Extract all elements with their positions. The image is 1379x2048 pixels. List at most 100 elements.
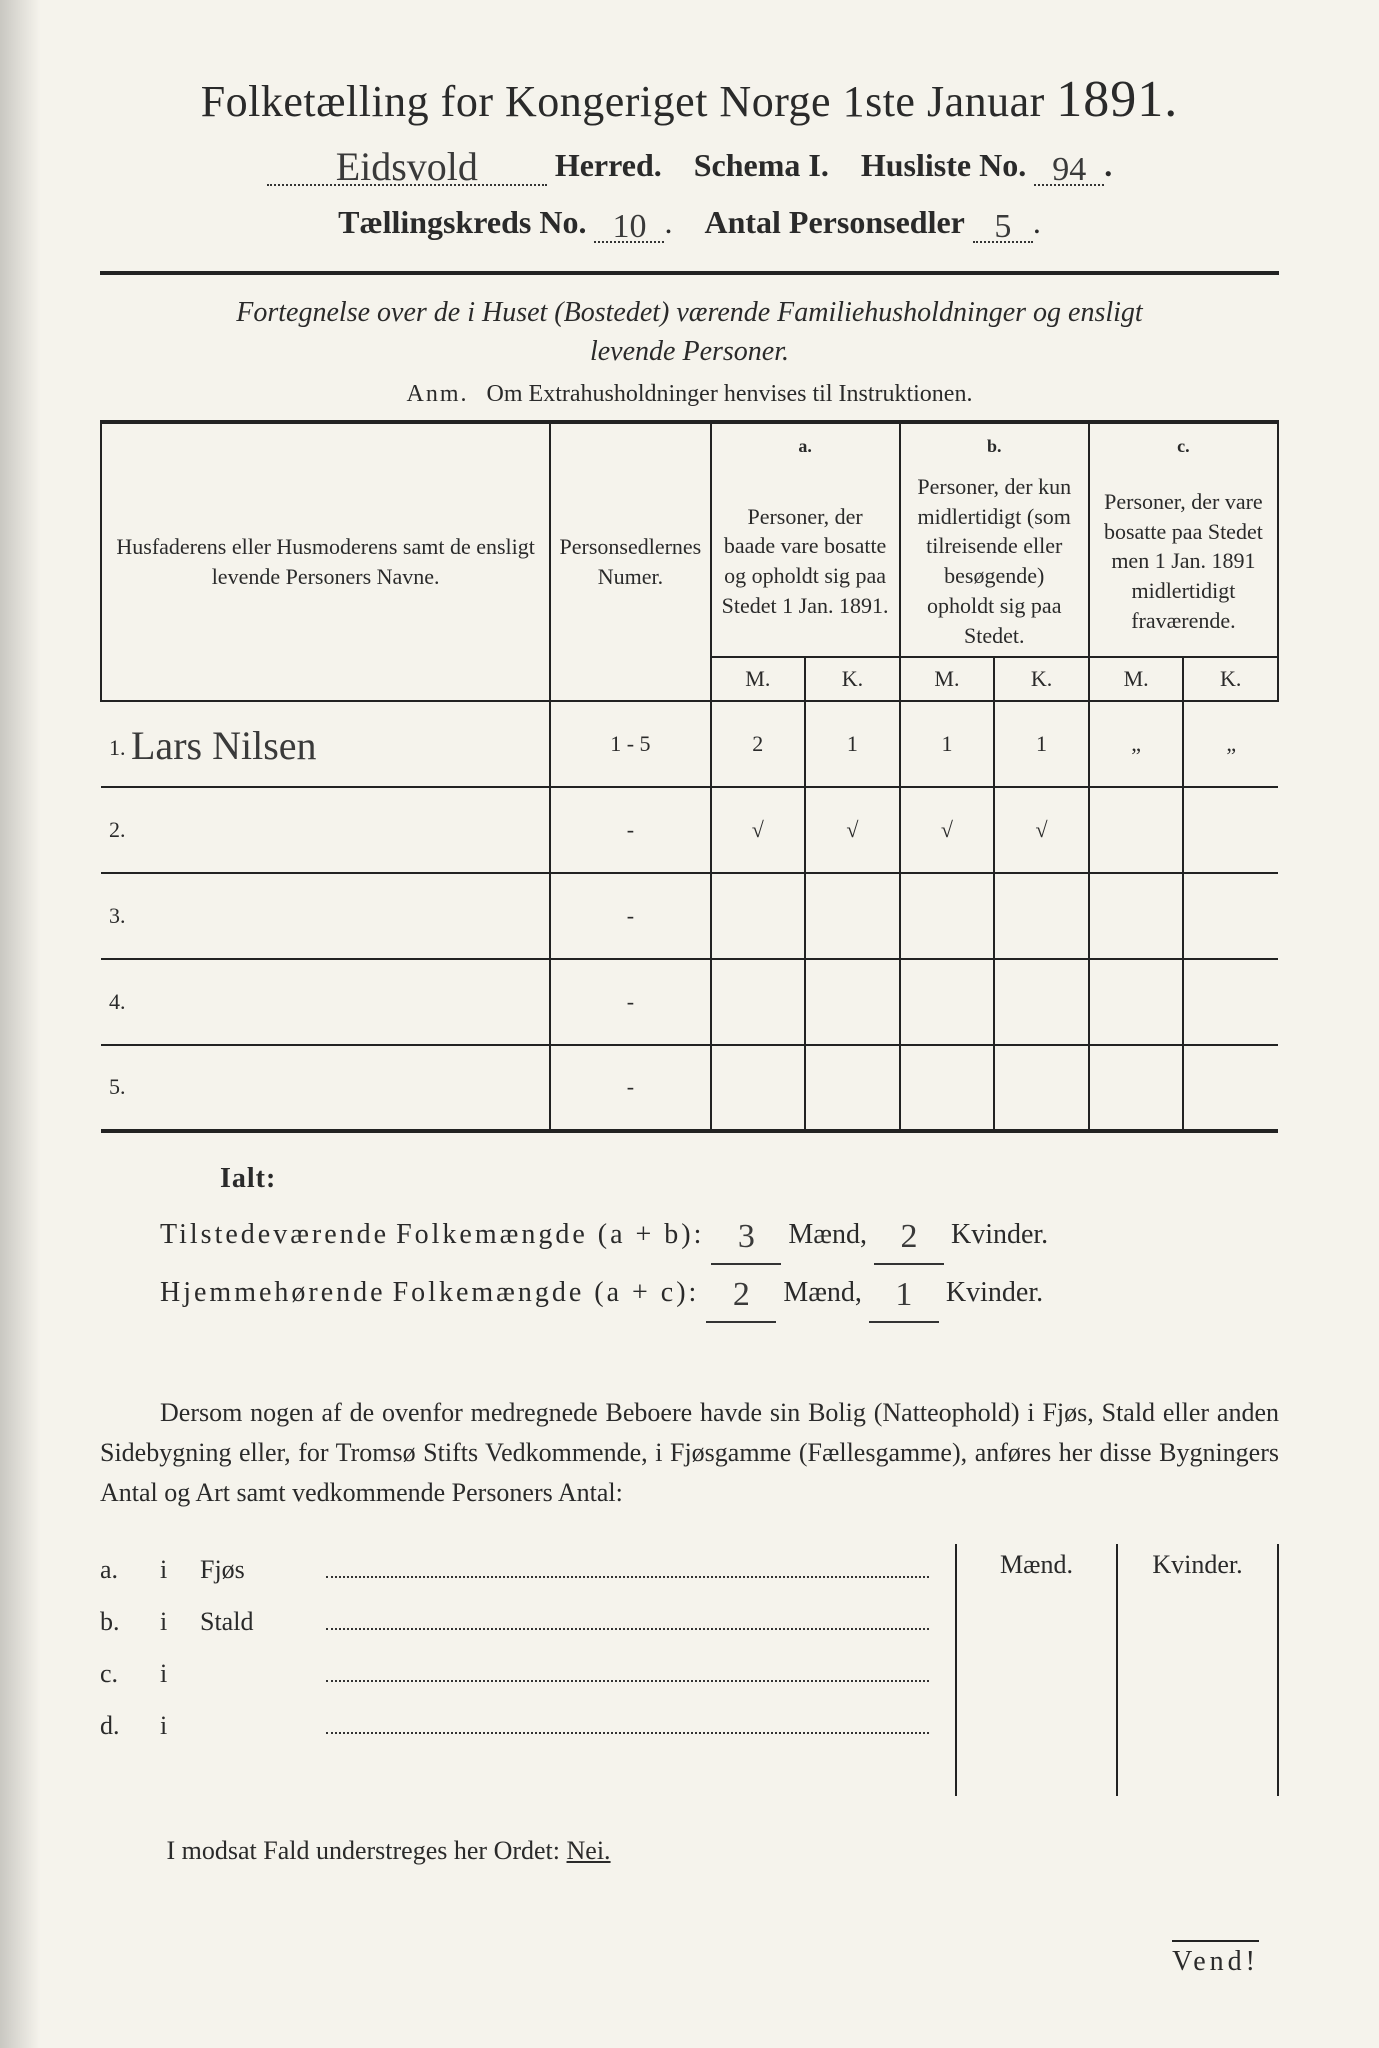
outbuild-list: a.iFjøsb.iStaldc.id.i: [100, 1544, 955, 1796]
ob-dots: [326, 1654, 929, 1682]
antal-no: 5: [994, 213, 1011, 240]
cell-num: -: [550, 1045, 710, 1131]
schema-label: Schema I.: [694, 147, 829, 183]
sum2-m-field: 2: [706, 1265, 776, 1323]
row-name-cell: 2.: [101, 787, 550, 873]
outbuild-row: a.iFjøs: [100, 1544, 935, 1596]
household-table: Husfaderens eller Husmoderens samt de en…: [100, 420, 1279, 1133]
nei-line: I modsat Fald understreges her Ordet: Ne…: [100, 1836, 1279, 1866]
subtitle: Fortegnelse over de i Huset (Bostedet) v…: [200, 293, 1180, 371]
cell-cM: [1089, 959, 1184, 1045]
cell-cK: [1183, 787, 1278, 873]
th-c-text: Personer, der vare bosatte paa Stedet me…: [1089, 466, 1278, 657]
ob-i: i: [160, 1544, 200, 1596]
herred-field: Eidsvold: [267, 147, 547, 186]
mk-kvinder: Kvinder.: [1116, 1544, 1277, 1586]
cell-num: -: [550, 873, 710, 959]
antal-label: Antal Personsedler: [704, 204, 964, 240]
cell-bK: 1: [994, 701, 1089, 787]
husliste-label: Husliste No.: [861, 147, 1026, 183]
sum1-k-field: 2: [874, 1207, 944, 1265]
herred-handwritten: Eidsvold: [336, 151, 478, 183]
cell-bM: √: [900, 787, 995, 873]
th-numer-text: Personsedlernes Numer.: [560, 534, 702, 589]
form-header: Folketælling for Kongeriget Norge 1ste J…: [100, 70, 1279, 243]
th-c-m: M.: [1089, 657, 1184, 701]
th-c-label: c.: [1089, 422, 1278, 466]
ob-letter: b.: [100, 1596, 160, 1648]
cell-num: 1 - 5: [550, 701, 710, 787]
mk-col-m: [957, 1586, 1116, 1796]
th-names-text: Husfaderens eller Husmoderens samt de en…: [116, 534, 535, 589]
census-form-page: Folketælling for Kongeriget Norge 1ste J…: [0, 0, 1379, 2048]
cell-aM: 2: [711, 701, 806, 787]
antal-no-field: 5: [973, 204, 1033, 243]
th-c-k: K.: [1183, 657, 1278, 701]
ob-letter: c.: [100, 1648, 160, 1700]
vend-label: Vend!: [1172, 1940, 1259, 1978]
cell-bK: √: [994, 787, 1089, 873]
nei-pre: I modsat Fald understreges her Ordet:: [167, 1836, 561, 1865]
header-line-2: Eidsvold Herred. Schema I. Husliste No. …: [100, 147, 1279, 186]
outbuild-row: d.i: [100, 1700, 935, 1752]
row-number: 5.: [109, 1074, 131, 1099]
mk-head: Mænd. Kvinder.: [957, 1544, 1277, 1586]
nei-word: Nei.: [567, 1836, 611, 1865]
cell-aK: [805, 1045, 900, 1131]
outbuild-row: b.iStald: [100, 1596, 935, 1648]
cell-bM: [900, 1045, 995, 1131]
sum1-m: 3: [738, 1223, 755, 1250]
title-line: Folketælling for Kongeriget Norge 1ste J…: [100, 70, 1279, 129]
householder-name: Lars Nilsen: [131, 730, 317, 762]
sum-line-present: Tilstedeværende Folkemængde (a + b): 3 M…: [160, 1207, 1279, 1265]
th-a-text: Personer, der baade vare bosatte og opho…: [711, 466, 900, 657]
th-b-k: K.: [994, 657, 1089, 701]
anm-text: Om Extrahusholdninger henvises til Instr…: [487, 381, 973, 407]
husliste-no: 94: [1052, 156, 1086, 183]
header-line-3: Tællingskreds No. 10 . Antal Personsedle…: [100, 204, 1279, 243]
ob-dots: [326, 1706, 929, 1734]
maend-label-2: Mænd,: [783, 1277, 862, 1308]
th-a-m: M.: [711, 657, 806, 701]
row-name-cell: 3.: [101, 873, 550, 959]
ob-i: i: [160, 1596, 200, 1648]
mk-maend: Mænd.: [957, 1544, 1116, 1586]
ob-letter: d.: [100, 1700, 160, 1752]
th-c-abc: c.: [1177, 436, 1190, 456]
row-name-cell: 4.: [101, 959, 550, 1045]
cell-num: -: [550, 787, 710, 873]
cell-cM: [1089, 873, 1184, 959]
cell-bK: [994, 873, 1089, 959]
cell-cK: „: [1183, 701, 1278, 787]
para-text: Dersom nogen af de ovenfor medregnede Be…: [100, 1398, 1279, 1508]
cell-cM: [1089, 1045, 1184, 1131]
row-number: 3.: [109, 903, 131, 928]
cell-bK: [994, 959, 1089, 1045]
cell-cK: [1183, 1045, 1278, 1131]
ob-letter: a.: [100, 1544, 160, 1596]
sum2-a: Hjemmehørende: [160, 1277, 386, 1308]
mk-box: Mænd. Kvinder.: [955, 1544, 1279, 1796]
th-b-text: Personer, der kun midlertidigt (som tilr…: [900, 466, 1089, 657]
summary-lines: Tilstedeværende Folkemængde (a + b): 3 M…: [160, 1207, 1279, 1323]
cell-cK: [1183, 873, 1278, 959]
row-name-cell: 5.: [101, 1045, 550, 1131]
cell-bK: [994, 1045, 1089, 1131]
th-numer: Personsedlernes Numer.: [550, 422, 710, 701]
cell-aK: [805, 873, 900, 959]
ob-dots: [326, 1602, 929, 1630]
th-a-k: K.: [805, 657, 900, 701]
cell-aK: √: [805, 787, 900, 873]
page-shadow: [0, 0, 40, 2048]
anm-prefix: Anm.: [407, 381, 469, 407]
table-row: 5. -: [101, 1045, 1278, 1131]
ialt-label: Ialt:: [220, 1163, 1279, 1195]
sum1-k: 2: [900, 1223, 917, 1250]
header-rule: [100, 271, 1279, 275]
cell-bM: [900, 959, 995, 1045]
th-names: Husfaderens eller Husmoderens samt de en…: [101, 422, 550, 701]
row-number: 4.: [109, 989, 131, 1014]
sum1-b: Folkemængde (a + b):: [396, 1219, 704, 1250]
husliste-no-field: 94: [1034, 147, 1104, 186]
ob-name: Fjøs: [200, 1544, 320, 1596]
